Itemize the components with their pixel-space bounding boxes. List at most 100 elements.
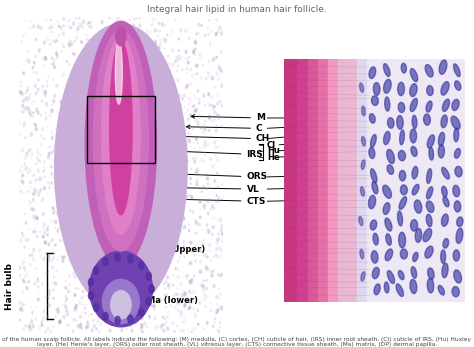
Circle shape [150,304,152,307]
Ellipse shape [396,284,403,296]
Circle shape [190,302,191,304]
Circle shape [173,163,175,166]
Circle shape [46,225,49,229]
Circle shape [118,298,119,300]
Circle shape [108,261,109,263]
Ellipse shape [360,187,365,196]
Circle shape [216,157,219,161]
Circle shape [182,193,184,196]
Circle shape [52,25,54,28]
Circle shape [109,330,110,332]
Circle shape [44,137,45,139]
Circle shape [157,99,158,100]
Circle shape [112,33,113,34]
Circle shape [96,255,97,257]
Circle shape [172,295,174,298]
Circle shape [41,154,42,156]
Circle shape [44,308,46,312]
Circle shape [37,278,38,279]
Circle shape [194,109,197,112]
Circle shape [44,94,46,97]
Circle shape [59,321,61,324]
Circle shape [179,330,181,332]
Circle shape [157,47,159,49]
Circle shape [53,289,54,291]
Circle shape [134,126,136,129]
Circle shape [64,257,65,258]
Circle shape [29,169,31,172]
Circle shape [163,168,164,171]
Circle shape [207,26,209,29]
Circle shape [216,93,219,97]
Circle shape [55,227,56,228]
Circle shape [195,137,197,141]
Circle shape [164,273,166,277]
Circle shape [212,325,214,328]
Circle shape [79,171,80,172]
Circle shape [202,285,204,288]
Circle shape [74,63,76,66]
Circle shape [101,230,103,232]
Circle shape [106,281,107,283]
Circle shape [93,302,95,305]
Circle shape [46,117,47,120]
Circle shape [55,220,57,223]
Circle shape [100,44,102,46]
Circle shape [179,210,180,212]
Circle shape [131,330,133,332]
Circle shape [64,155,65,159]
Circle shape [70,19,71,20]
Circle shape [127,201,128,204]
Circle shape [173,162,174,166]
Circle shape [53,79,54,81]
Circle shape [53,326,54,328]
Circle shape [146,327,147,328]
Text: IRS: IRS [173,150,263,159]
Circle shape [109,284,110,286]
Circle shape [177,276,179,278]
Circle shape [36,233,37,235]
Circle shape [57,206,58,208]
Circle shape [184,292,186,296]
Circle shape [140,85,141,87]
Circle shape [127,193,128,194]
Bar [284,59,297,302]
Circle shape [201,25,202,26]
Circle shape [111,260,113,262]
Circle shape [159,83,161,85]
Circle shape [216,34,217,35]
Circle shape [116,248,117,251]
Circle shape [23,310,24,312]
Circle shape [92,158,94,161]
Circle shape [58,211,59,213]
Circle shape [127,117,128,119]
Circle shape [29,27,30,29]
Circle shape [213,105,215,108]
Circle shape [173,65,174,68]
Circle shape [22,111,23,113]
Circle shape [63,125,65,128]
Circle shape [154,196,155,200]
Circle shape [101,135,102,137]
Ellipse shape [387,149,394,164]
Circle shape [181,123,182,126]
Circle shape [102,185,105,189]
Circle shape [22,35,23,37]
Circle shape [153,189,155,192]
Circle shape [49,28,50,29]
Circle shape [34,123,35,125]
Circle shape [146,33,147,35]
Ellipse shape [438,145,445,158]
Circle shape [159,192,161,194]
Circle shape [155,316,157,319]
Circle shape [39,177,41,181]
Circle shape [34,188,36,192]
Circle shape [150,265,151,267]
Circle shape [197,309,199,312]
Circle shape [42,283,43,285]
Circle shape [134,164,136,167]
Circle shape [129,79,131,82]
Circle shape [157,90,160,94]
Circle shape [131,192,132,194]
Ellipse shape [373,233,378,245]
